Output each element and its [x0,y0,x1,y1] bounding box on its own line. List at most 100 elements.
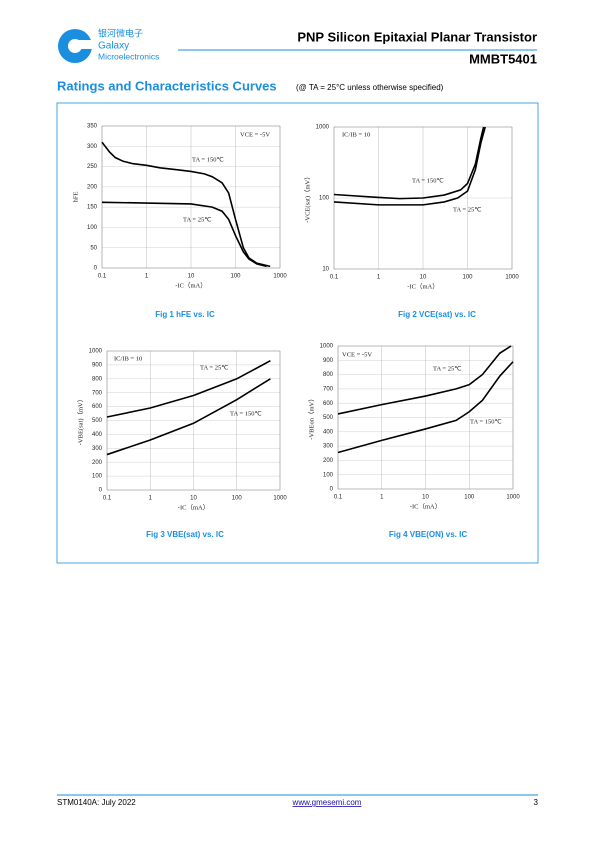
y-tick-label: 700 [92,390,103,396]
y-axis-label: hFE [72,192,79,203]
y-tick-label: 700 [323,386,334,392]
y-tick-label: 800 [323,372,334,378]
y-tick-label: 250 [87,164,98,170]
curve [101,201,267,268]
x-tick-label: 10 [188,274,195,280]
y-tick-label: 100 [323,472,334,478]
x-tick-label: 10 [190,496,197,502]
y-tick-label: 200 [87,184,98,190]
curve-label: TA = 150℃ [412,177,444,184]
curve-label: TA = 25℃ [453,206,482,213]
logo-cut [75,40,93,49]
figure-frame [56,102,539,564]
annotation: IC/IB = 10 [342,131,370,138]
logo-en: Microelectronics [98,51,159,61]
y-tick-label: 1000 [320,344,334,350]
y-tick-label: 50 [90,245,97,251]
x-tick-label: 1000 [506,495,520,501]
section-title: Ratings and Characteristics Curves [57,78,277,93]
y-tick-label: 0 [99,488,103,494]
y-tick-label: 800 [92,376,103,382]
y-tick-label: 900 [92,362,103,368]
y-tick-label: 300 [92,446,103,452]
y-tick-label: 300 [323,444,334,450]
x-tick-label: 1 [145,274,149,280]
y-tick-label: 0 [330,487,334,493]
x-tick-label: 1 [380,495,384,501]
annotation: IC/IB = 10 [114,355,142,362]
x-tick-label: 1 [149,496,153,502]
y-tick-label: 200 [92,460,103,466]
curve [333,126,485,200]
y-tick-label: 10 [322,267,329,273]
x-axis-label: -IC（mA） [178,503,209,511]
x-tick-label: 1000 [505,275,519,281]
y-axis-label: -VCE(sat)（mV） [303,173,311,222]
y-tick-label: 1000 [316,125,330,131]
figure-caption: Fig 2 VCE(sat) vs. IC [398,310,476,319]
logo-cn: 银河微电子 [98,27,143,38]
x-tick-label: 100 [232,496,243,502]
y-tick-label: 400 [92,432,103,438]
y-tick-label: 350 [87,124,98,130]
doc-title: PNP Silicon Epitaxial Planar Transistor [297,29,537,44]
logo-en: Galaxy [98,41,129,52]
curve-label: TA = 25℃ [183,216,212,223]
footer-doc: STM0140A: July 2022 [57,798,136,807]
y-axis-label: -VBE(sat)（mV） [76,396,84,445]
plot-frame [333,126,513,270]
y-tick-label: 200 [323,458,334,464]
curve-label: TA = 150℃ [230,410,262,417]
x-axis-label: -IC（mA） [407,282,438,290]
x-tick-label: 10 [422,495,429,501]
annotation: VCE = -5V [342,351,372,358]
x-axis-label: -IC（mA） [175,281,206,289]
y-tick-label: 150 [87,205,98,211]
y-tick-label: 100 [87,225,98,231]
annotation: VCE = -5V [240,131,270,138]
y-tick-label: 500 [92,418,103,424]
figure-caption: Fig 3 VBE(sat) vs. IC [146,530,224,539]
footer-link[interactable]: www.gmesemi.com [292,798,362,807]
figure-caption: Fig 1 hFE vs. IC [155,310,215,319]
y-tick-label: 900 [323,358,334,364]
curve-label: TA = 150℃ [192,156,224,163]
y-tick-label: 600 [323,401,334,407]
curve-label: TA = 25℃ [433,365,462,372]
curve [106,378,271,456]
curve [106,360,271,418]
x-tick-label: 1000 [273,274,287,280]
x-tick-label: 100 [464,495,475,501]
y-tick-label: 1000 [89,349,103,355]
curve-label: TA = 150℃ [470,418,502,425]
x-tick-label: 0.1 [98,274,107,280]
figure-caption: Fig 4 VBE(ON) vs. IC [389,530,467,539]
curve [337,361,514,454]
section-condition: (@ TA = 25°C unless otherwise specified) [296,83,444,92]
x-tick-label: 1000 [273,496,287,502]
x-tick-label: 0.1 [334,495,343,501]
plot-frame [106,350,281,491]
x-tick-label: 0.1 [103,496,112,502]
x-tick-label: 0.1 [330,275,339,281]
y-tick-label: 100 [92,474,103,480]
x-tick-label: 10 [420,275,427,281]
x-tick-label: 100 [230,274,241,280]
y-tick-label: 300 [87,144,98,150]
curve [337,345,512,415]
y-axis-label: -VBEon（mV） [307,395,315,439]
logo: 银河微电子 Galaxy Microelectronics [58,27,159,63]
y-tick-label: 600 [92,404,103,410]
x-tick-label: 1 [377,275,381,281]
curve [333,126,486,206]
curve-label: TA = 25℃ [200,364,229,371]
page-number: 3 [534,798,539,807]
y-tick-label: 400 [323,429,334,435]
part-number: MMBT5401 [469,51,537,66]
y-tick-label: 100 [319,196,330,202]
curve [101,141,271,268]
plot-frame [337,345,514,490]
